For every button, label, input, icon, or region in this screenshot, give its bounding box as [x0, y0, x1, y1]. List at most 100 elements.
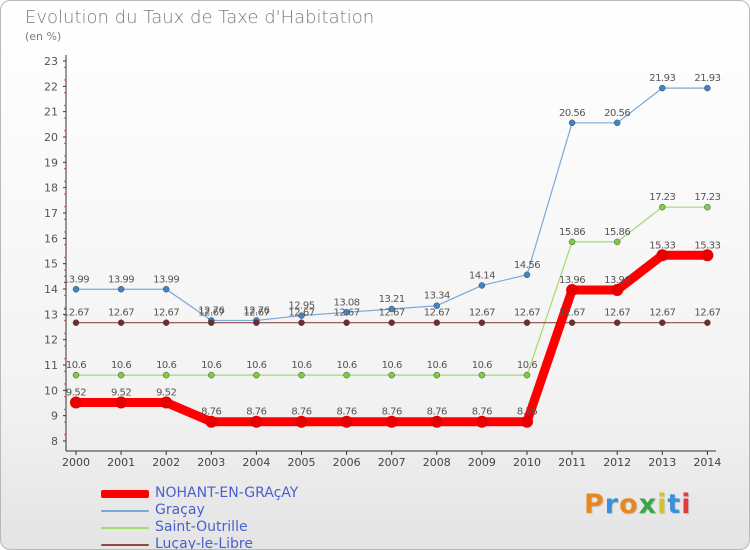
- data-label: 14.56: [514, 260, 540, 271]
- y-tick-label: 12: [44, 334, 58, 347]
- data-label: 13.08: [334, 297, 360, 308]
- data-label: 8.76: [472, 407, 492, 418]
- y-tick-label: 9: [51, 410, 58, 423]
- data-label: 13.96: [604, 275, 630, 286]
- data-point: [72, 371, 80, 379]
- data-point: [70, 396, 82, 409]
- data-point: [611, 284, 624, 297]
- data-label: 8.76: [201, 407, 221, 418]
- data-label: 21.93: [649, 73, 675, 84]
- data-point: [72, 286, 80, 293]
- data-point: [388, 319, 395, 326]
- data-point: [478, 282, 486, 289]
- data-point: [613, 238, 621, 246]
- data-point: [613, 319, 621, 326]
- data-point: [388, 371, 395, 379]
- data-label: 12.67: [288, 308, 314, 319]
- x-tick-label: 2010: [513, 456, 541, 469]
- y-tick-label: 11: [44, 359, 58, 372]
- y-tick-label: 10: [44, 384, 58, 397]
- data-label: 12.67: [63, 308, 89, 319]
- data-label: 10.6: [382, 360, 402, 371]
- y-tick-label: 20: [44, 131, 58, 144]
- data-point: [205, 415, 218, 428]
- logo-letter: x: [638, 489, 658, 520]
- data-point: [388, 305, 395, 313]
- data-label: 13.99: [108, 274, 134, 285]
- data-label: 10.6: [246, 360, 266, 371]
- data-label: 9.52: [111, 387, 131, 398]
- data-label: 12.67: [198, 308, 224, 319]
- data-label: 12.67: [469, 308, 495, 319]
- data-label: 15.86: [559, 227, 585, 238]
- logo-letter: i: [657, 489, 668, 520]
- logo-letter: t: [667, 489, 682, 520]
- data-label: 12.67: [649, 308, 675, 319]
- x-tick-label: 2001: [107, 456, 135, 469]
- data-label: 12.67: [153, 308, 179, 319]
- data-label: 20.56: [559, 108, 585, 119]
- logo-letter: P: [584, 489, 605, 520]
- data-point: [568, 238, 576, 246]
- data-label: 12.67: [243, 308, 269, 319]
- y-tick-label: 18: [44, 182, 58, 195]
- data-label: 17.23: [694, 192, 720, 203]
- data-point: [162, 319, 170, 326]
- x-tick-label: 2008: [423, 456, 451, 469]
- data-point: [433, 319, 441, 326]
- data-point: [704, 319, 711, 326]
- data-label: 10.6: [66, 360, 86, 371]
- data-point: [162, 286, 170, 293]
- data-point: [253, 371, 260, 379]
- x-tick-label: 2007: [378, 456, 406, 469]
- data-label: 10.6: [517, 360, 537, 371]
- data-label: 15.33: [694, 240, 720, 251]
- data-point: [298, 312, 305, 319]
- data-point: [521, 415, 533, 428]
- data-point: [659, 84, 666, 92]
- data-point: [430, 415, 443, 428]
- data-point: [523, 371, 531, 379]
- x-tick-label: 2002: [152, 456, 180, 469]
- data-label: 13.99: [153, 274, 179, 285]
- data-label: 12.95: [288, 301, 314, 312]
- data-point: [72, 319, 80, 326]
- data-point: [433, 302, 441, 309]
- x-tick-label: 2003: [197, 456, 225, 469]
- data-label: 12.67: [604, 308, 630, 319]
- x-tick-label: 2014: [693, 456, 721, 469]
- data-point: [701, 249, 714, 262]
- data-label: 8.76: [246, 407, 266, 418]
- data-label: 12.67: [694, 308, 720, 319]
- data-point: [253, 319, 260, 326]
- data-label: 12.67: [559, 308, 585, 319]
- data-point: [475, 415, 488, 428]
- legend-swatch: [101, 526, 149, 529]
- legend-item: Graçay: [101, 502, 298, 519]
- x-tick-label: 2012: [603, 456, 631, 469]
- data-point: [162, 371, 170, 379]
- data-point: [523, 319, 531, 326]
- data-point: [117, 286, 125, 293]
- data-point: [523, 271, 531, 279]
- x-tick-label: 2004: [242, 456, 270, 469]
- data-point: [385, 415, 398, 428]
- data-label: 13.21: [379, 294, 405, 305]
- logo-letter: i: [681, 489, 692, 520]
- data-point: [704, 84, 711, 92]
- data-point: [115, 396, 128, 409]
- y-tick-label: 17: [44, 207, 58, 220]
- data-label: 10.6: [111, 360, 131, 371]
- data-point: [656, 249, 669, 262]
- data-point: [208, 319, 215, 326]
- data-label: 14.14: [469, 270, 495, 281]
- data-label: 12.76: [198, 305, 224, 316]
- data-label: 8.76: [382, 407, 402, 418]
- data-point: [433, 371, 441, 379]
- data-label: 12.67: [514, 308, 540, 319]
- logo-letter: o: [619, 489, 639, 520]
- data-point: [478, 371, 486, 379]
- data-point: [340, 415, 353, 428]
